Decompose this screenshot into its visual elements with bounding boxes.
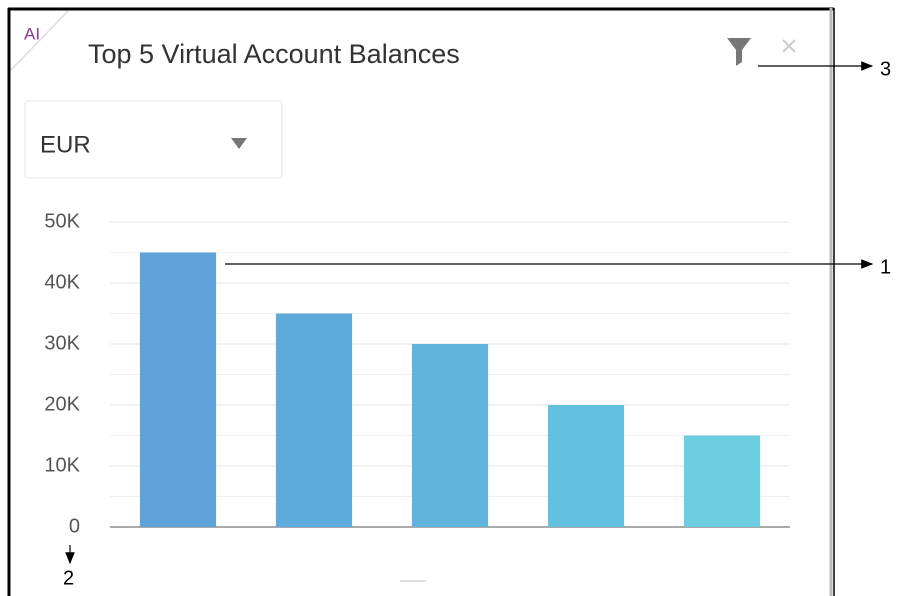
bar xyxy=(547,405,625,527)
y-tick-label: 30K xyxy=(44,332,80,354)
callout-label: 3 xyxy=(880,58,891,80)
bar xyxy=(275,313,353,527)
y-tick-label: 50K xyxy=(44,210,80,232)
badge-corner xyxy=(10,10,69,71)
chart-title: Top 5 Virtual Account Balances xyxy=(88,39,460,69)
bar xyxy=(139,252,217,527)
badge: AI xyxy=(24,24,40,43)
y-tick-label: 10K xyxy=(44,454,80,476)
dropdown-arrow xyxy=(231,138,247,149)
filter-icon[interactable] xyxy=(727,38,751,66)
y-tick-label: 20K xyxy=(44,393,80,415)
filter-shape xyxy=(727,38,751,66)
close-icon[interactable] xyxy=(782,39,796,53)
dropdown-value: EUR xyxy=(40,131,91,158)
dropdown-box xyxy=(24,100,283,179)
callout-label: 1 xyxy=(880,256,891,278)
bar xyxy=(683,435,761,527)
y-tick-label: 0 xyxy=(69,515,80,537)
close-stroke xyxy=(782,39,796,53)
bar xyxy=(411,344,489,527)
y-tick-label: 40K xyxy=(44,271,80,293)
currency-dropdown[interactable]: EUR xyxy=(24,100,283,179)
callout-label: 2 xyxy=(63,567,74,589)
